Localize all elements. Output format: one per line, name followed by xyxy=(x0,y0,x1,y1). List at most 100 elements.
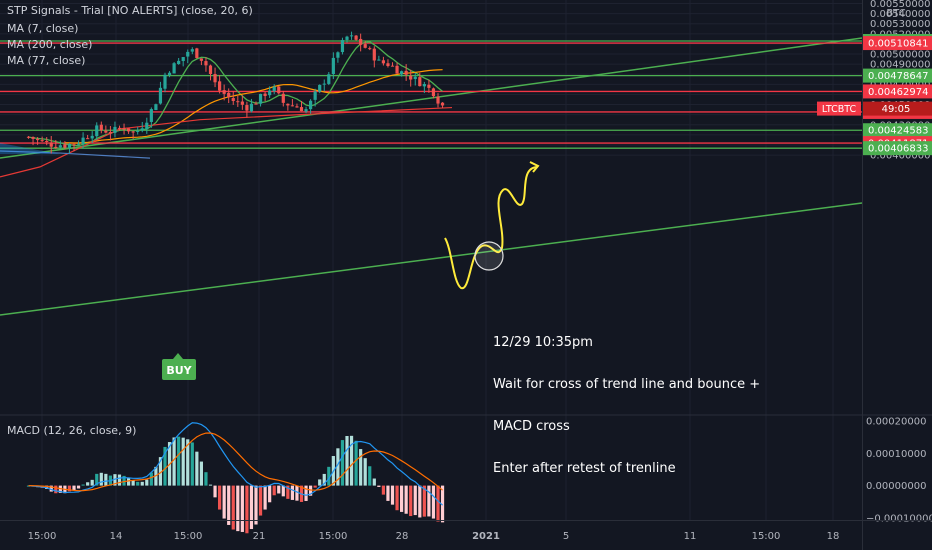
histogram-bar xyxy=(49,485,53,492)
stp-indicator-label[interactable]: STP Signals - Trial [NO ALERTS] (close, … xyxy=(7,4,253,17)
time-tick-label: 18 xyxy=(827,531,840,542)
candle-body xyxy=(222,90,226,94)
histogram-bar xyxy=(349,435,354,486)
histogram-bar xyxy=(304,485,308,501)
histogram-bar xyxy=(86,482,90,486)
candle-body xyxy=(318,84,322,92)
time-tick-label: 15:00 xyxy=(752,531,781,542)
histogram-bar xyxy=(386,485,390,501)
candle-body xyxy=(163,74,167,89)
candle-body xyxy=(172,63,176,74)
histogram-bar xyxy=(272,485,276,496)
histogram-bar xyxy=(418,485,422,518)
candle-body xyxy=(290,105,294,107)
histogram-bar xyxy=(136,481,140,486)
histogram-bar xyxy=(104,473,108,486)
candle-body xyxy=(186,51,190,57)
histogram-bar xyxy=(204,472,208,486)
candle-body xyxy=(218,81,222,91)
histogram-bar xyxy=(113,474,117,486)
histogram-bar xyxy=(195,451,199,486)
macd-line xyxy=(28,422,443,506)
time-tick-label: 21 xyxy=(253,531,266,542)
candle-body xyxy=(436,96,440,104)
price-line-tag xyxy=(863,123,932,138)
candle-body xyxy=(431,88,436,97)
histogram-bar xyxy=(72,485,76,491)
upper-trendline xyxy=(0,37,863,159)
histogram-bar xyxy=(240,485,244,532)
ma77-indicator-label[interactable]: MA (77, close) xyxy=(7,54,86,67)
macd-tick-label: −0.00010000 xyxy=(866,513,932,524)
candle-body xyxy=(377,59,381,61)
time-tick-label: 15:00 xyxy=(28,531,57,542)
time-tick-label: 14 xyxy=(110,531,123,542)
histogram-bar xyxy=(208,484,213,486)
histogram-bar xyxy=(122,475,126,486)
candle-body xyxy=(231,98,235,101)
candle-body xyxy=(90,135,94,139)
drawing-path xyxy=(444,166,538,290)
histogram-bar xyxy=(177,436,181,486)
histogram-bar xyxy=(81,484,85,486)
histogram-bar xyxy=(318,479,322,486)
candle-body xyxy=(340,40,345,53)
price-axis[interactable]: BTC0.005500000.005400000.005300000.00520… xyxy=(817,0,932,550)
candle-body xyxy=(404,70,408,75)
histogram-bar xyxy=(263,485,267,510)
histogram-bar xyxy=(222,485,226,519)
candle-body xyxy=(154,104,158,111)
candle-body xyxy=(322,83,326,85)
time-axis[interactable]: 15:00 14 15:00 21 15:00 28 2021 5 11 15:00 18 xyxy=(0,520,932,543)
histogram-bar xyxy=(400,485,404,512)
histogram-bar xyxy=(309,485,313,496)
histogram-bar xyxy=(313,485,317,488)
histogram-bar xyxy=(186,439,190,486)
candle-body xyxy=(181,57,185,62)
histogram-bar xyxy=(117,474,122,486)
price-tick-label: 0.00530000 xyxy=(870,19,930,30)
histogram-bar xyxy=(213,485,217,498)
histogram-bar xyxy=(199,461,203,486)
time-tick-label: 15:00 xyxy=(174,531,203,542)
candle-body xyxy=(295,106,299,108)
candle-body xyxy=(400,71,404,75)
candle-body xyxy=(54,146,58,148)
histogram-bar xyxy=(58,485,62,493)
histogram-bar xyxy=(131,480,135,486)
candle-body xyxy=(36,139,40,141)
blue-indicator-line xyxy=(0,150,151,159)
candle-body xyxy=(427,84,431,88)
histogram-bar xyxy=(277,485,281,494)
candle-body xyxy=(177,60,181,65)
retest-circle xyxy=(474,241,504,271)
candle-body xyxy=(336,52,340,58)
ma200-indicator-label[interactable]: MA (200, close) xyxy=(7,38,93,51)
candle-body xyxy=(263,93,267,96)
price-line-tag xyxy=(863,68,932,83)
candle-body xyxy=(236,101,240,103)
candle-body xyxy=(227,92,231,98)
candle-body xyxy=(331,57,335,75)
chart-grid xyxy=(0,0,932,520)
candle-body xyxy=(31,136,35,139)
candle-body xyxy=(395,65,399,74)
candle-body xyxy=(327,74,331,84)
histogram-bar xyxy=(236,485,240,532)
candle-body xyxy=(440,102,445,106)
ma7-indicator-label[interactable]: MA (7, close) xyxy=(7,22,79,35)
candlestick-series xyxy=(26,31,445,154)
candle-body xyxy=(131,131,135,133)
histogram-bar xyxy=(149,472,153,486)
symbol-label: LTCBTC xyxy=(822,104,857,115)
candle-body xyxy=(63,144,67,148)
histogram-bar xyxy=(76,485,81,489)
buy-marker-box xyxy=(162,359,196,380)
buy-signal: BUY xyxy=(162,353,196,380)
candle-body xyxy=(99,124,103,131)
macd-indicator-label[interactable]: MACD (12, 26, close, 9) xyxy=(7,424,137,437)
currency-label: BTC xyxy=(886,8,905,19)
histogram-bar xyxy=(436,485,440,522)
candle-body xyxy=(26,136,31,138)
